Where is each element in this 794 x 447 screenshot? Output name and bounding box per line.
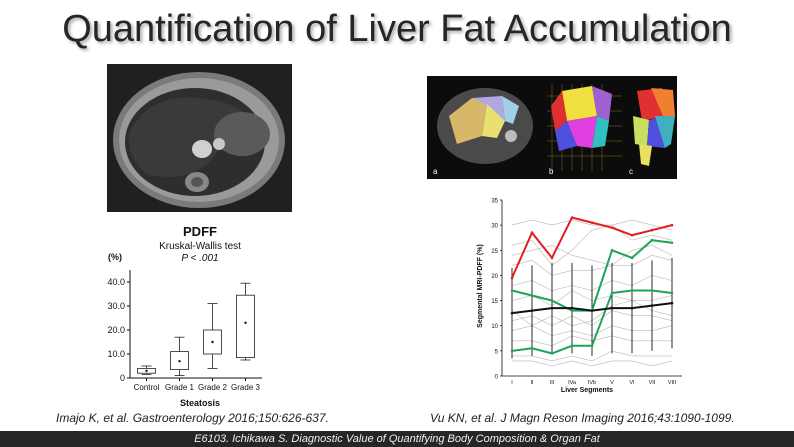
line-point <box>550 306 554 310</box>
box-plot-subtitle: Kruskal-Wallis test <box>159 241 241 252</box>
box-x-tick-label: Control <box>134 383 160 392</box>
panel-c-label: c <box>629 167 633 176</box>
box-x-tick-label: Grade 1 <box>165 383 194 392</box>
line-point <box>550 299 554 302</box>
line-x-tick-label: III <box>550 380 555 386</box>
line-x-tick-label: IVb <box>588 380 596 386</box>
box-plot-svg: PDFF Kruskal-Wallis test P < .001 (%) St… <box>107 224 262 408</box>
line-background-series <box>512 350 672 362</box>
line-x-tick-label: I <box>511 380 513 386</box>
box-center-dot <box>211 340 214 344</box>
line-point <box>530 347 534 350</box>
line-plot-svg: Segmental MRI-PDFF (%) Liver Segments 35… <box>477 199 682 394</box>
box-x-tick-label: Grade 2 <box>198 383 227 392</box>
line-point <box>650 304 654 307</box>
box-y-tick-label: 30.0 <box>107 301 125 311</box>
line-point <box>650 238 654 242</box>
footer-bar: E6103. Ichikawa S. Diagnostic Value of Q… <box>0 431 794 447</box>
line-point <box>650 289 654 292</box>
box-x-tick-label: Grade 3 <box>231 383 260 392</box>
line-point <box>630 306 634 310</box>
box-y-tick-label: 20.0 <box>107 325 125 335</box>
box-plot-title: PDFF <box>183 224 217 239</box>
line-y-tick-label: 0 <box>495 375 499 381</box>
line-point <box>590 221 594 224</box>
line-point <box>610 306 614 310</box>
line-point <box>590 309 594 312</box>
line-point <box>530 309 534 312</box>
line-point <box>670 301 674 305</box>
line-point <box>670 223 674 227</box>
line-point <box>510 289 514 292</box>
line-y-tick-label: 30 <box>491 224 498 230</box>
line-x-tick-label: V <box>610 380 614 386</box>
line-point <box>630 289 634 292</box>
line-point <box>630 256 634 260</box>
line-x-tick-label: VI <box>629 380 635 386</box>
line-x-tick-label: VII <box>649 380 656 386</box>
line-y-tick-label: 5 <box>495 349 499 355</box>
box-center-dot <box>178 360 181 363</box>
line-point <box>570 309 574 312</box>
pdff-box-plot: PDFF Kruskal-Wallis test P < .001 (%) St… <box>100 220 300 408</box>
line-x-tick-label: VIII <box>668 380 677 386</box>
line-plot-ylabel: Segmental MRI-PDFF (%) <box>477 244 484 328</box>
box-plot-xlabel: Steatosis <box>180 398 220 408</box>
line-point <box>510 349 514 353</box>
box-y-tick-label: 10.0 <box>107 349 125 359</box>
line-point <box>610 226 614 229</box>
line-point <box>510 276 514 280</box>
box-center-dot <box>244 321 247 324</box>
line-background-series <box>511 244 673 266</box>
line-x-tick-label: II <box>530 380 534 386</box>
line-point <box>650 228 654 232</box>
line-point <box>570 216 574 219</box>
box-center-dot <box>145 369 148 372</box>
line-y-tick-label: 10 <box>491 324 498 330</box>
line-point <box>550 352 554 355</box>
line-point <box>510 311 514 315</box>
line-point <box>670 291 674 295</box>
citation-left: Imajo K, et al. Gastroenterology 2016;15… <box>56 411 329 425</box>
segmentation-drawing: a b c <box>427 76 677 179</box>
liver-segmentation-panels: a b c <box>427 76 677 179</box>
line-y-tick-label: 35 <box>491 199 498 205</box>
line-point <box>590 344 594 348</box>
line-x-tick-label: IVa <box>568 380 577 386</box>
line-point <box>630 233 634 237</box>
line-y-tick-label: 25 <box>491 249 498 255</box>
line-point <box>610 291 614 295</box>
mri-drawing <box>107 64 292 212</box>
line-point <box>530 294 534 297</box>
line-plot-xlabel: Liver Segments <box>561 387 613 394</box>
line-point <box>550 256 554 260</box>
citation-right: Vu KN, et al. J Magn Reson Imaging 2016;… <box>430 411 735 425</box>
line-point <box>610 248 614 252</box>
line-point <box>570 306 574 310</box>
line-point <box>670 241 674 245</box>
line-background-series <box>512 360 673 367</box>
box-plot-pvalue: P < .001 <box>181 253 218 264</box>
box-y-tick-label: 40.0 <box>107 277 125 287</box>
box-rect <box>236 294 255 358</box>
line-y-tick-label: 20 <box>491 274 498 280</box>
line-y-tick-label: 15 <box>491 299 498 305</box>
panel-b-label: b <box>549 167 554 176</box>
panel-a-label: a <box>433 167 438 176</box>
mri-axial-image <box>107 64 292 212</box>
segmental-pdff-line-plot: Segmental MRI-PDFF (%) Liver Segments 35… <box>470 188 690 400</box>
box-plot-y-unit: (%) <box>108 252 122 262</box>
slide-title: Quantification of Liver Fat Accumulation <box>62 8 732 50</box>
box-y-tick-label: 0 <box>120 373 125 383</box>
line-point <box>530 231 534 234</box>
line-background-series <box>511 219 673 231</box>
line-point <box>570 344 574 348</box>
